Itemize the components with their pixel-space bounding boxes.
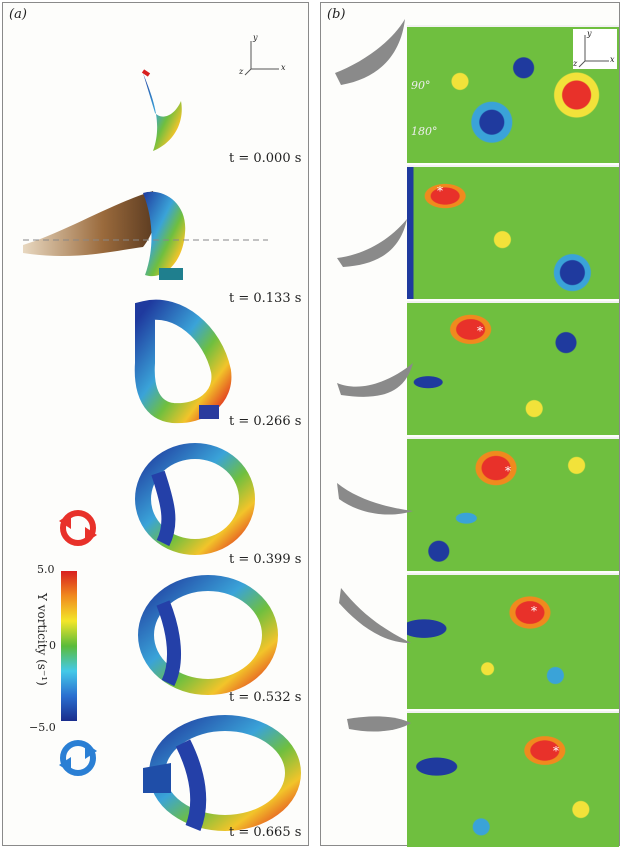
- ring-t3: [135, 443, 255, 555]
- wing-silhouettes: [335, 19, 413, 732]
- panel-b: (b) 90° 180° * * * * * y x z: [320, 2, 620, 847]
- vorticity-frame-2: *: [407, 301, 619, 435]
- colorbar: [61, 571, 77, 721]
- panel-a-label: (a): [9, 7, 27, 22]
- vortex-core-marker: *: [531, 604, 537, 618]
- axis-y-label: y: [253, 33, 258, 42]
- axes-triad-a: y x z: [239, 33, 289, 77]
- panel-b-label: (b): [327, 7, 346, 22]
- vorticity-frame-3: *: [407, 437, 619, 571]
- ring-t4: [138, 575, 278, 695]
- axis-z-label: z: [239, 67, 244, 76]
- axes-triad-a-icon: [244, 41, 279, 76]
- vorticity-frame-5: *: [407, 711, 619, 847]
- vortex-ring-illustrations: [23, 69, 301, 831]
- time-label-0: t = 0.000 s: [229, 151, 302, 166]
- vortex-core-marker: *: [437, 184, 443, 198]
- colorbar-mid-label: 0: [49, 639, 56, 652]
- panel-a: (a) y x z: [2, 2, 309, 846]
- angle-label-180: 180°: [411, 125, 438, 138]
- axis-y-label-b: y: [587, 29, 592, 38]
- axis-x-label: x: [281, 63, 286, 72]
- vortex-core-marker: *: [505, 464, 511, 478]
- ring-t0: [141, 69, 182, 151]
- colorbar-title: Y vorticity (s⁻¹): [35, 593, 49, 686]
- time-label-5: t = 0.665 s: [229, 825, 302, 840]
- vortex-core-marker: *: [553, 744, 559, 758]
- vorticity-frame-4: *: [407, 573, 619, 709]
- ring-t2: [134, 299, 232, 424]
- time-label-2: t = 0.266 s: [229, 414, 302, 429]
- colorbar-min-label: −5.0: [29, 721, 56, 734]
- time-label-1: t = 0.133 s: [229, 291, 302, 306]
- clockwise-blue-arrows-icon: [59, 740, 97, 776]
- colorbar-max-label: 5.0: [37, 563, 55, 576]
- ring-t5: [143, 715, 301, 831]
- ring-t1: [23, 191, 268, 280]
- angle-label-90: 90°: [411, 79, 431, 92]
- time-label-4: t = 0.532 s: [229, 690, 302, 705]
- counterclockwise-red-arrows-icon: [59, 510, 97, 546]
- time-label-3: t = 0.399 s: [229, 552, 302, 567]
- vorticity-frame-1: *: [407, 165, 619, 299]
- axes-triad-b: y x z: [573, 29, 617, 69]
- axis-x-label-b: x: [610, 55, 615, 64]
- vortex-core-marker: *: [477, 324, 483, 338]
- axis-z-label-b: z: [573, 59, 578, 68]
- axes-triad-b-icon: [578, 35, 609, 68]
